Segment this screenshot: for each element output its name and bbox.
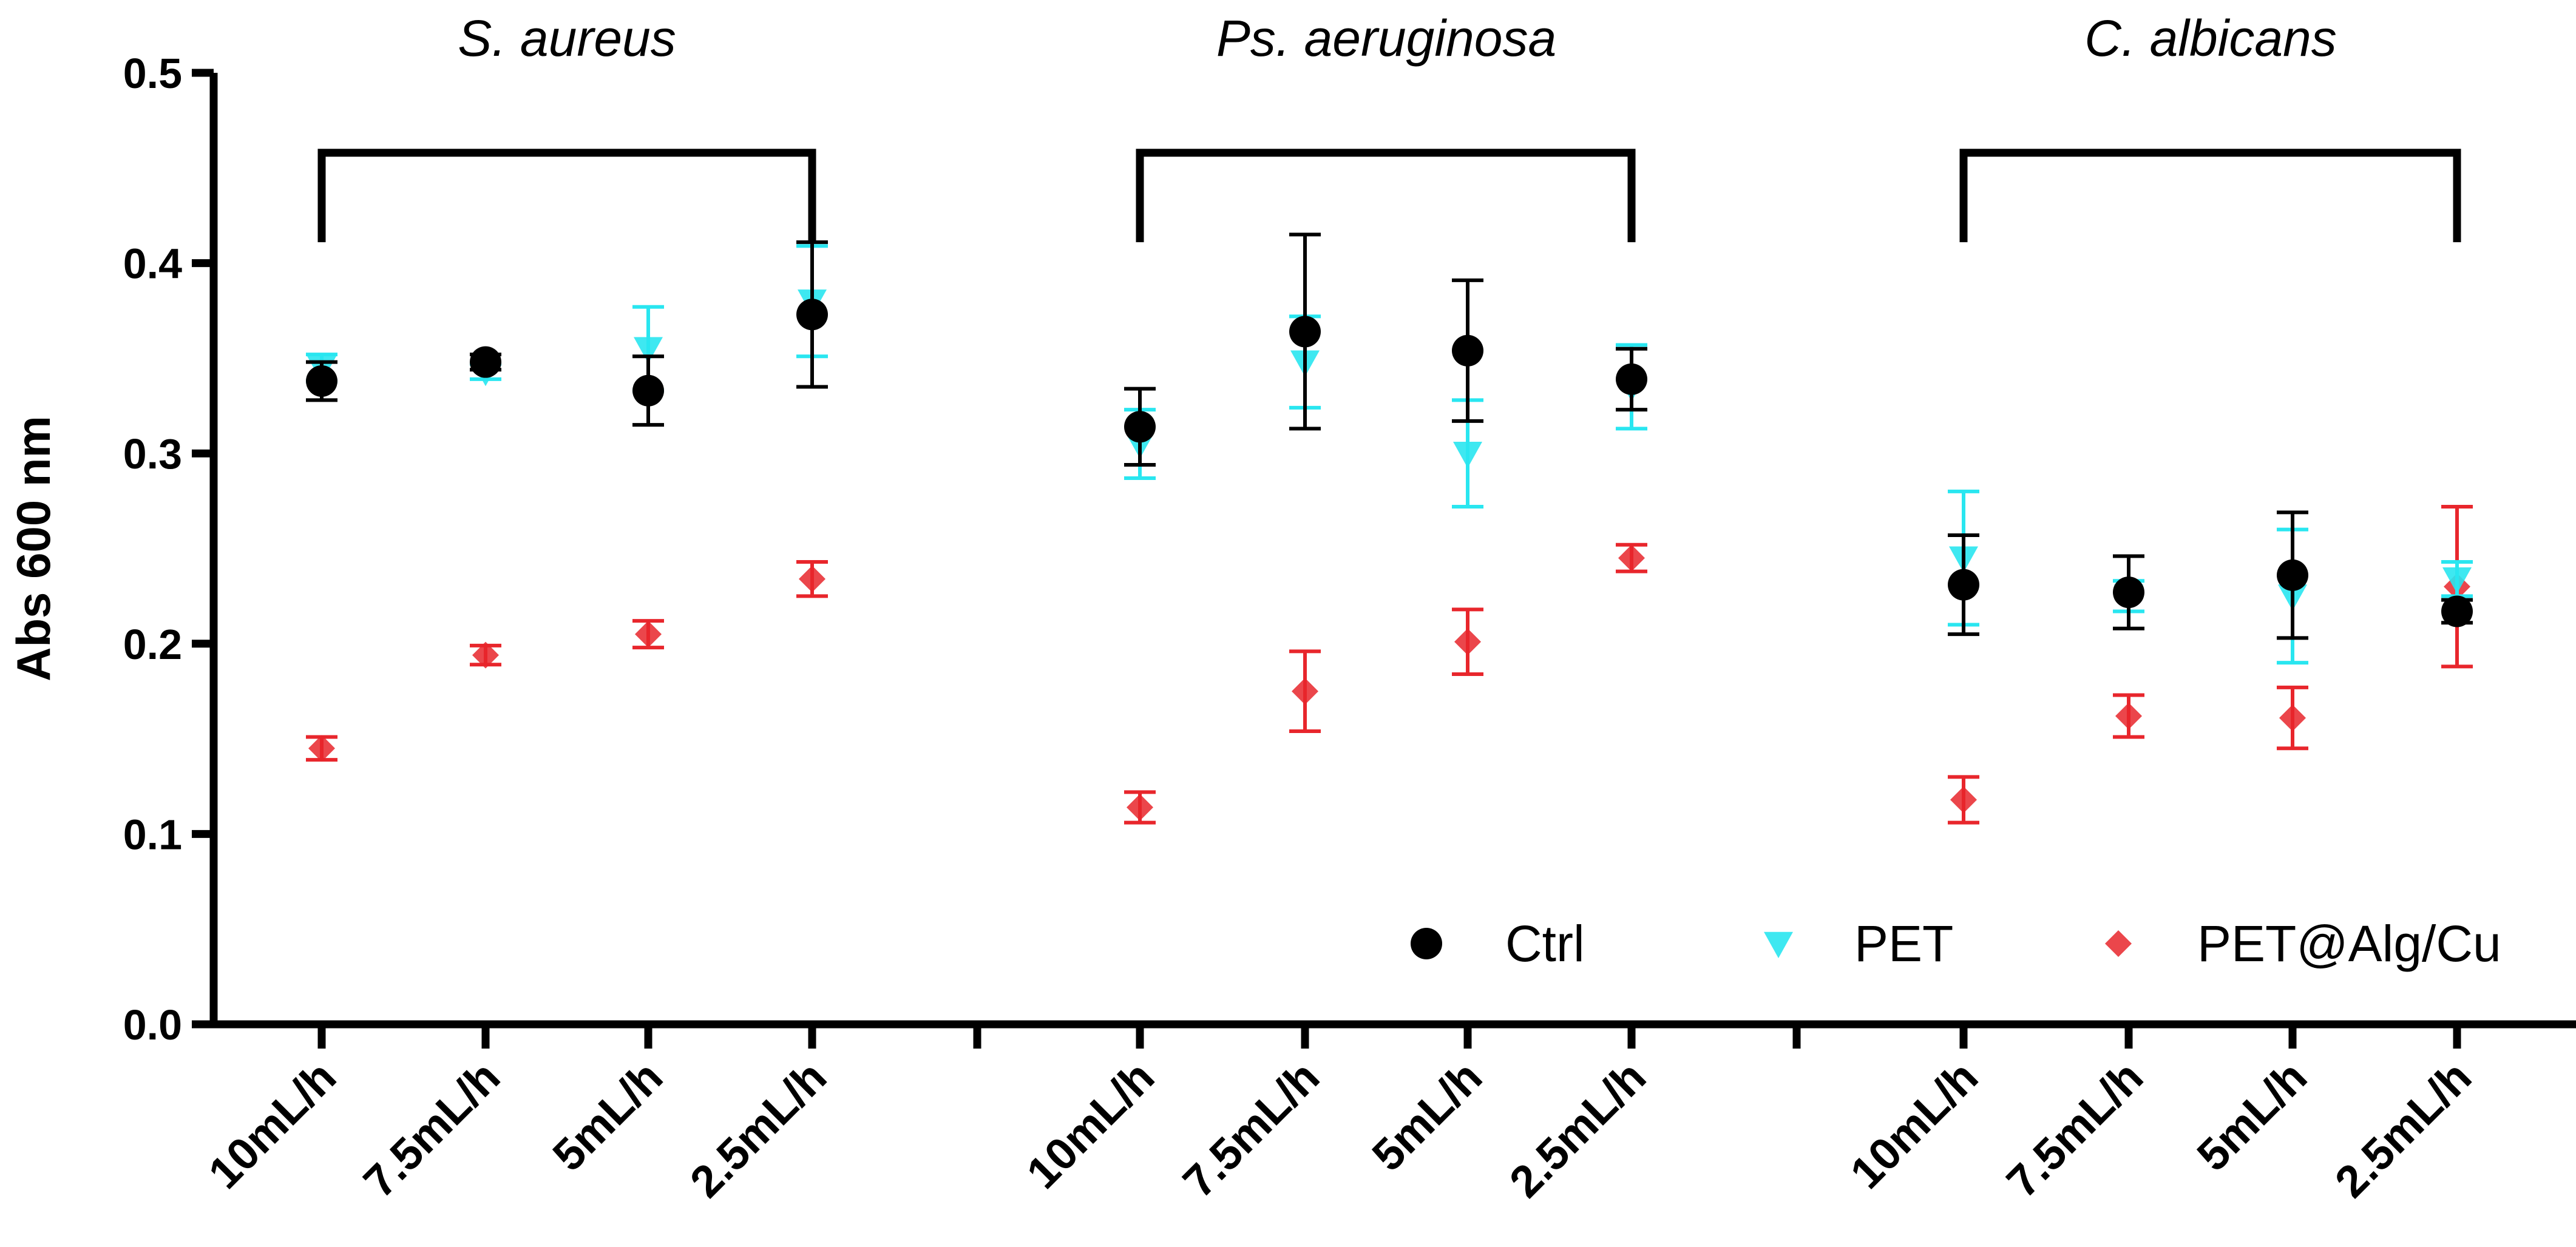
group-bracket <box>1136 149 1636 243</box>
data-point <box>2277 559 2308 591</box>
data-point <box>308 735 335 762</box>
x-tick-label: 10mL/h <box>1840 1052 1987 1198</box>
x-tick-label: 7.5mL/h <box>354 1052 509 1207</box>
data-point <box>472 641 499 669</box>
x-tick-label: 2.5mL/h <box>1500 1052 1655 1207</box>
legend-item[interactable]: PET <box>1764 915 1953 972</box>
data-point <box>635 621 662 648</box>
data-point <box>1292 678 1318 705</box>
legend-item[interactable]: PET@Alg/Cu <box>2105 915 2501 972</box>
legend-label: Ctrl <box>1505 915 1585 972</box>
group-bracket <box>1959 149 2461 243</box>
y-tick-label: 0.1 <box>123 811 182 858</box>
group-bracket <box>317 149 816 243</box>
y-tick-label: 0.4 <box>123 240 182 288</box>
x-tick-label: 10mL/h <box>1017 1052 1164 1198</box>
y-axis-label: Abs 600 nm <box>7 416 60 681</box>
data-point <box>799 566 825 593</box>
y-tick-label: 0.5 <box>123 50 182 97</box>
legend-item[interactable]: Ctrl <box>1411 915 1585 972</box>
data-point <box>1454 628 1481 655</box>
legend-marker <box>1764 931 1793 958</box>
x-tick-label: 5mL/h <box>1363 1052 1492 1181</box>
data-point <box>470 346 501 378</box>
data-point <box>1618 544 1645 572</box>
data-point <box>2441 595 2473 627</box>
data-point <box>2115 702 2142 729</box>
series-pet <box>306 244 2473 665</box>
data-point <box>1127 794 1153 821</box>
group-title: C. albicans <box>2084 10 2337 67</box>
data-point <box>1948 569 1979 601</box>
series-pet-alg-cu <box>306 505 2473 825</box>
data-point <box>634 337 663 363</box>
data-point <box>1950 786 1977 813</box>
data-point <box>2442 567 2472 594</box>
data-point <box>2279 705 2306 732</box>
data-point <box>1616 363 1647 395</box>
legend-label: PET <box>1854 915 1953 972</box>
data-point <box>1452 334 1483 367</box>
x-tick-label: 5mL/h <box>543 1052 673 1181</box>
series-ctrl <box>306 232 2473 640</box>
group-title: S. aureus <box>458 10 676 67</box>
data-point <box>796 299 828 331</box>
data-point <box>1453 442 1482 468</box>
x-tick-label: 5mL/h <box>2188 1052 2317 1181</box>
y-tick-label: 0.3 <box>123 430 182 478</box>
data-point <box>2113 576 2144 609</box>
x-tick-label: 2.5mL/h <box>680 1052 836 1207</box>
x-tick-label: 7.5mL/h <box>1173 1052 1329 1207</box>
group-title: Ps. aeruginosa <box>1216 10 1556 67</box>
data-point <box>306 365 337 397</box>
legend-label: PET@Alg/Cu <box>2197 915 2501 972</box>
legend-marker <box>2105 930 2132 957</box>
x-tick-label: 7.5mL/h <box>1997 1052 2152 1207</box>
data-point <box>1124 411 1156 443</box>
y-tick-label: 0.0 <box>123 1001 182 1049</box>
data-point <box>1289 316 1321 348</box>
data-point <box>632 374 664 407</box>
y-tick-label: 0.2 <box>123 621 182 668</box>
x-tick-label: 10mL/h <box>198 1052 345 1198</box>
legend-marker <box>1411 928 1442 959</box>
x-tick-label: 2.5mL/h <box>2325 1052 2481 1207</box>
